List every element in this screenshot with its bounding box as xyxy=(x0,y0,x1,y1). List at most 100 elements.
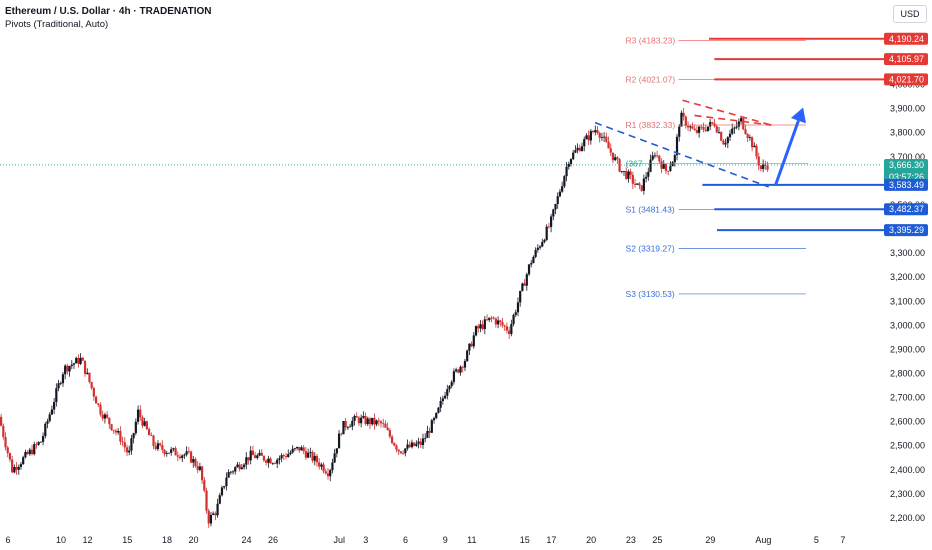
price-tag-support: 3,583.49 xyxy=(884,178,928,191)
candle-body xyxy=(616,157,619,160)
y-tick-label: 3,200.00 xyxy=(890,272,925,282)
candle-body xyxy=(424,437,427,439)
trendline-blue xyxy=(594,121,769,188)
candle-body xyxy=(565,166,568,177)
candle-body xyxy=(86,372,89,374)
pivot-label-r3: R3 (4183.23) xyxy=(626,35,676,45)
candle-body xyxy=(307,452,310,458)
candle-body xyxy=(406,444,409,449)
candle-body xyxy=(673,155,676,163)
price-tag-support: 3,482.37 xyxy=(884,203,928,216)
candle-body xyxy=(421,438,425,446)
candle-body xyxy=(242,464,246,468)
y-tick-label: 3,700.00 xyxy=(890,152,925,162)
candle-body xyxy=(658,155,661,162)
indicator-label[interactable]: Pivots (Traditional, Auto) xyxy=(5,19,109,30)
candle-body xyxy=(351,420,354,427)
candle-body xyxy=(525,274,528,286)
candle-body xyxy=(457,369,460,373)
candle-body xyxy=(386,427,389,431)
price-tag-value: 3,666.30 xyxy=(889,160,924,170)
candle-body xyxy=(88,372,91,382)
candle-body xyxy=(563,176,566,187)
candle-body xyxy=(291,448,294,453)
candle-body xyxy=(598,132,601,138)
candle-body xyxy=(472,335,475,347)
candle-body xyxy=(141,417,144,426)
candle-body xyxy=(298,446,301,451)
candle-body xyxy=(8,453,12,460)
candle-body xyxy=(430,420,433,433)
candle-body xyxy=(335,448,338,454)
candle-body xyxy=(757,156,760,166)
candle-body xyxy=(607,141,610,149)
candle-body xyxy=(28,449,31,455)
candle-body xyxy=(37,442,40,445)
candle-body xyxy=(667,170,670,172)
candle-body xyxy=(273,463,277,465)
price-tag-bg xyxy=(884,178,928,191)
candle-body xyxy=(238,464,241,470)
candle-body xyxy=(92,388,95,397)
candle-body xyxy=(48,414,51,422)
candle-body xyxy=(527,264,531,275)
candle-body xyxy=(342,421,345,435)
candle-body xyxy=(315,455,319,463)
candle-body xyxy=(689,126,692,128)
candle-body xyxy=(318,462,321,467)
candle-body xyxy=(686,125,690,128)
candle-body xyxy=(589,131,592,141)
candle-body xyxy=(567,163,570,167)
candle-body xyxy=(11,459,14,473)
candle-body xyxy=(185,451,188,455)
candle-body xyxy=(627,171,630,179)
candle-body xyxy=(178,456,182,459)
x-tick-label: 29 xyxy=(705,535,715,545)
candle-body xyxy=(455,369,458,372)
candle-body xyxy=(293,448,296,450)
candle-body xyxy=(591,131,595,133)
candle-body xyxy=(236,464,239,468)
y-tick-label: 2,500.00 xyxy=(890,441,925,451)
x-tick-label: 25 xyxy=(652,535,662,545)
candle-body xyxy=(271,463,274,465)
price-tag-bg xyxy=(884,203,928,216)
candle-body xyxy=(580,146,584,152)
candle-body xyxy=(402,453,405,454)
currency-button[interactable]: USD xyxy=(893,5,927,23)
candle-body xyxy=(664,164,668,171)
candle-body xyxy=(176,455,179,457)
candle-body xyxy=(103,414,107,419)
candle-body xyxy=(649,159,652,172)
candle-body xyxy=(596,130,599,133)
candle-body xyxy=(302,447,305,452)
candle-body xyxy=(6,447,9,454)
candle-body xyxy=(322,464,325,472)
candle-body xyxy=(545,226,548,240)
candle-body xyxy=(295,446,299,449)
candle-body xyxy=(600,137,604,139)
candle-body xyxy=(468,343,471,351)
candle-body xyxy=(17,466,20,470)
candle-body xyxy=(147,429,151,436)
y-tick-label: 2,400.00 xyxy=(890,465,925,475)
candle-body xyxy=(702,127,705,130)
candle-body xyxy=(165,453,168,455)
candle-body xyxy=(231,471,235,473)
candle-body xyxy=(59,383,62,384)
candle-body xyxy=(510,324,513,335)
x-tick-label: 24 xyxy=(241,535,251,545)
candle-body xyxy=(620,171,623,172)
candle-body xyxy=(662,164,665,169)
candle-body xyxy=(715,126,718,133)
candle-body xyxy=(196,466,199,470)
candle-body xyxy=(364,416,367,425)
candle-body xyxy=(333,453,336,463)
candle-body xyxy=(720,132,723,141)
price-tag-last: 3,666.30 03:57:26 xyxy=(884,158,928,183)
candle-body xyxy=(79,357,82,364)
candle-body xyxy=(57,383,60,389)
candle-body xyxy=(733,127,736,129)
candle-body xyxy=(267,458,270,463)
